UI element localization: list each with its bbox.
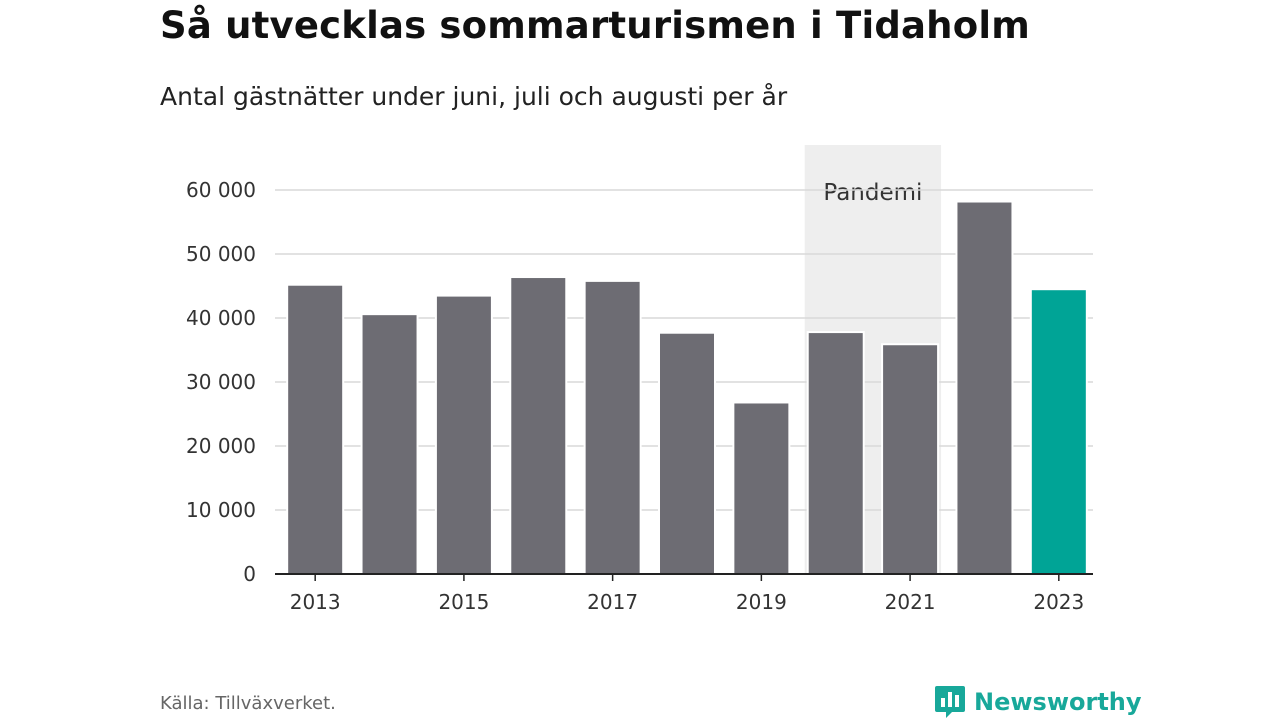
chart-title: Så utvecklas sommarturismen i Tidaholm [160,4,1030,47]
bar-2018 [658,331,716,575]
bar-2017 [583,279,642,575]
bar-2016 [509,276,568,575]
bar-2022 [955,200,1014,576]
brand-logo: Newsworthy [934,684,1142,720]
chart-subtitle: Antal gästnätter under juni, juli och au… [160,82,788,111]
newsworthy-logo-icon [935,686,965,718]
bar-2015 [434,294,493,575]
y-tick-label: 50 000 [186,242,256,266]
bar-2023 [1029,288,1088,575]
x-tick-label: 2017 [587,590,638,614]
x-tick-label: 2023 [1033,590,1084,614]
x-tick-label: 2019 [736,590,787,614]
x-tick-label: 2013 [290,590,341,614]
y-tick-label: 0 [243,562,256,586]
y-tick-label: 60 000 [186,178,256,202]
bar-2014 [360,313,419,575]
y-tick-label: 10 000 [186,498,256,522]
bar-2019 [732,401,791,576]
y-tick-label: 30 000 [186,370,256,394]
x-tick-label: 2021 [885,590,936,614]
bar-2013 [286,283,345,575]
x-tick-label: 2015 [438,590,489,614]
y-tick-label: 40 000 [186,306,256,330]
bar-2021 [881,343,940,575]
brand-name: Newsworthy [974,688,1142,716]
pandemic-label: Pandemi [823,180,922,206]
source-note: Källa: Tillväxverket. [160,693,336,714]
bar-2020 [806,331,865,575]
y-tick-label: 20 000 [186,434,256,458]
